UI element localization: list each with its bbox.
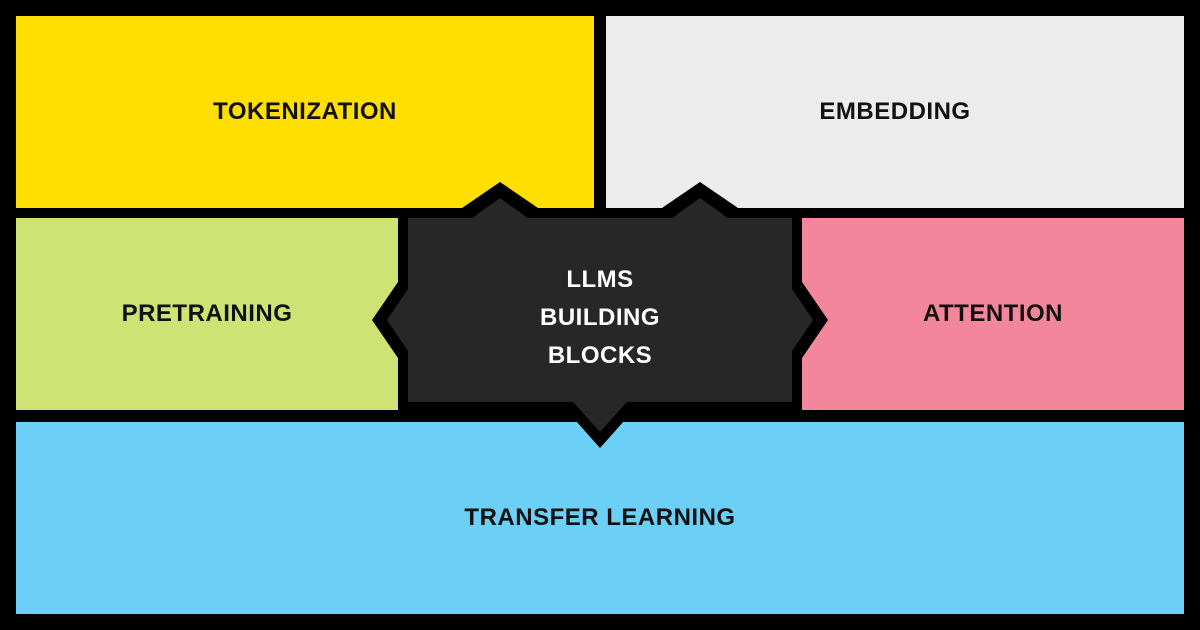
- panel-transfer-learning: TRANSFER LEARNING: [16, 422, 1184, 614]
- center-title-line-1: LLMS: [566, 266, 634, 293]
- panel-embedding-label: EMBEDDING: [819, 98, 971, 125]
- panel-embedding: EMBEDDING: [606, 16, 1184, 208]
- panel-attention-label: ATTENTION: [922, 300, 1064, 327]
- panel-pretraining-label: PRETRAINING: [121, 300, 293, 327]
- center-title: LLMS BUILDING BLOCKS: [420, 258, 780, 378]
- panel-tokenization: TOKENIZATION: [16, 16, 594, 208]
- center-title-line-2: BUILDING: [540, 304, 660, 331]
- panel-transfer-learning-label: TRANSFER LEARNING: [464, 504, 736, 531]
- center-title-line-3: BLOCKS: [547, 342, 653, 369]
- panel-pretraining: PRETRAINING: [16, 218, 398, 410]
- panel-tokenization-label: TOKENIZATION: [213, 98, 397, 125]
- panel-attention: ATTENTION: [802, 218, 1184, 410]
